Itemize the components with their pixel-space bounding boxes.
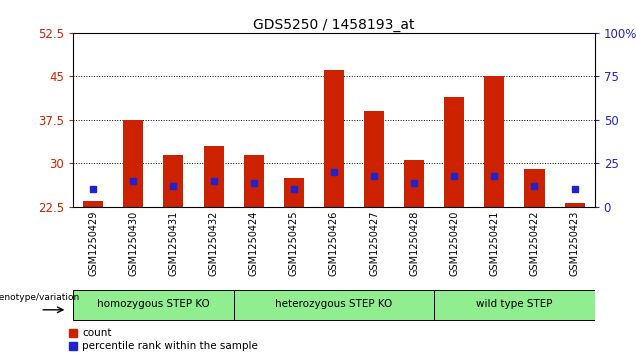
Text: GSM1250431: GSM1250431	[169, 211, 179, 276]
Bar	[404, 160, 424, 207]
Text: GSM1250430: GSM1250430	[128, 211, 138, 276]
FancyBboxPatch shape	[434, 290, 595, 319]
Text: wild type STEP: wild type STEP	[476, 299, 553, 309]
Text: GSM1250428: GSM1250428	[409, 211, 419, 276]
Bar	[444, 97, 464, 207]
FancyBboxPatch shape	[73, 290, 233, 319]
Bar	[324, 70, 344, 207]
Bar	[565, 203, 584, 207]
Bar	[525, 169, 544, 207]
Bar	[204, 146, 224, 207]
Text: GSM1250420: GSM1250420	[449, 211, 459, 276]
Text: GSM1250422: GSM1250422	[530, 211, 539, 277]
Legend: count, percentile rank within the sample: count, percentile rank within the sample	[69, 328, 258, 351]
Bar	[244, 155, 264, 207]
Bar	[163, 155, 183, 207]
Text: GSM1250423: GSM1250423	[570, 211, 579, 276]
Text: GSM1250432: GSM1250432	[209, 211, 219, 276]
Bar	[485, 76, 504, 207]
Text: heterozygous STEP KO: heterozygous STEP KO	[275, 299, 392, 309]
FancyBboxPatch shape	[233, 290, 434, 319]
Text: GSM1250425: GSM1250425	[289, 211, 299, 277]
Bar	[284, 178, 304, 207]
Text: GSM1250427: GSM1250427	[369, 211, 379, 277]
Text: homozygous STEP KO: homozygous STEP KO	[97, 299, 210, 309]
Bar	[123, 120, 143, 207]
Title: GDS5250 / 1458193_at: GDS5250 / 1458193_at	[253, 18, 415, 32]
Text: genotype/variation: genotype/variation	[0, 293, 80, 302]
Text: GSM1250429: GSM1250429	[88, 211, 98, 276]
Bar	[364, 111, 384, 207]
Bar	[83, 201, 103, 207]
Text: GSM1250426: GSM1250426	[329, 211, 339, 276]
Text: GSM1250421: GSM1250421	[489, 211, 499, 276]
Text: GSM1250424: GSM1250424	[249, 211, 259, 276]
